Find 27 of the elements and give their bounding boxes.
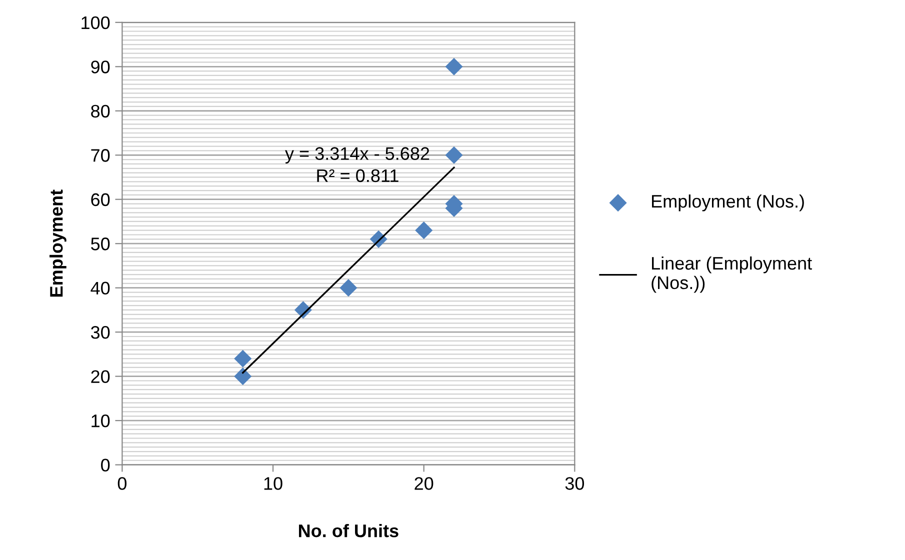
y-tick-label: 80	[91, 104, 110, 118]
y-tick-label: 90	[91, 60, 110, 74]
point	[445, 58, 463, 76]
y-tick-label: 70	[91, 149, 110, 162]
y-tick-label: 60	[91, 193, 110, 206]
point	[340, 279, 358, 297]
legend-label: Linear (Employment (Nos.))	[652, 256, 812, 293]
legend-label: Employment (Nos.)	[652, 194, 804, 212]
y-tick-label: 20	[91, 370, 110, 384]
y-tick-label: 0	[101, 458, 110, 472]
annotation: R² = 0.811	[317, 169, 398, 182]
point	[415, 222, 433, 240]
y-tick-label: 50	[91, 238, 110, 250]
x-tick-label: 0	[118, 477, 126, 490]
x-tick-label: 10	[264, 477, 282, 490]
y-tick-label: 30	[90, 326, 110, 339]
point	[234, 350, 252, 368]
point	[445, 146, 463, 164]
x-tick-label: 20	[414, 477, 434, 490]
y-tick-label: 100	[82, 16, 110, 30]
annotation: y = 3.314x - 5.682	[285, 147, 430, 164]
y-axis-title: Employment	[50, 190, 66, 297]
y-tick-label: 40	[90, 282, 110, 295]
point	[234, 368, 252, 386]
x-axis-title: No. of Units	[298, 524, 398, 538]
y-tick-label: 10	[92, 414, 110, 428]
x-tick-label: 30	[565, 477, 584, 490]
